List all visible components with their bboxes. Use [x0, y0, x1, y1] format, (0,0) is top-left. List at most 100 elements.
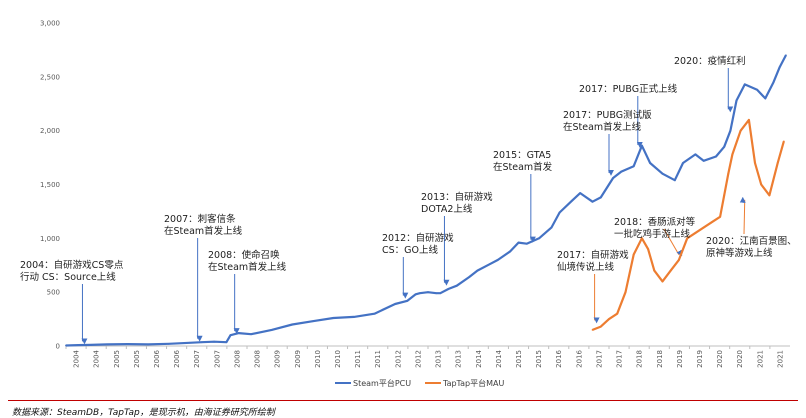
- y-tick-label: 3,000: [40, 20, 60, 28]
- steam-pcu-point: [632, 165, 635, 168]
- taptap-mau-point: [702, 226, 705, 229]
- x-tick-label: 2004: [73, 349, 81, 367]
- annotation-text: 在Steam首发上线: [208, 261, 287, 273]
- steam-pcu-point: [778, 66, 781, 69]
- x-tick-label: 2008: [233, 350, 241, 368]
- steam-pcu-point: [188, 341, 191, 344]
- taptap-mau-point: [599, 325, 602, 328]
- steam-pcu-point: [620, 170, 623, 173]
- steam-pcu-point: [488, 263, 491, 266]
- taptap-mau-point: [686, 237, 689, 240]
- x-tick-label: 2007: [213, 350, 221, 368]
- x-tick-label: 2010: [314, 350, 322, 368]
- y-tick-label: 500: [47, 289, 60, 297]
- steam-pcu-point: [394, 303, 396, 305]
- steam-pcu-point: [332, 317, 335, 319]
- steam-pcu-point: [455, 284, 458, 287]
- x-tick-label: 2019: [696, 350, 704, 368]
- steam-pcu-point: [439, 292, 442, 295]
- annotation-text: 一批吃鸡手游上线: [614, 228, 691, 240]
- steam-pcu-point: [447, 288, 450, 290]
- x-tick-label: 2004: [93, 349, 101, 367]
- annotation-text: 2008：使命召唤: [208, 249, 280, 261]
- taptap-mau-point: [768, 194, 771, 197]
- steam-pcu-point: [225, 341, 228, 344]
- x-tick-label: 2016: [575, 349, 583, 367]
- steam-pcu-point: [743, 83, 746, 86]
- taptap-mau-point: [647, 248, 649, 251]
- steam-pcu-point: [571, 199, 573, 202]
- x-tick-label: 2015: [515, 350, 523, 368]
- annotation-text: 在Steam首发上线: [563, 121, 642, 133]
- steam-pcu-point: [509, 250, 512, 253]
- steam-pcu-point: [558, 211, 561, 214]
- annotation-text: 2004：自研游戏CS零点: [20, 259, 124, 271]
- steam-pcu-point: [406, 299, 409, 302]
- x-tick-label: 2011: [374, 350, 382, 368]
- x-tick-label: 2020: [716, 350, 724, 368]
- x-tick-label: 2012: [414, 350, 422, 368]
- steam-pcu-point: [715, 155, 717, 158]
- annotation-text: 2015：GTA5: [493, 150, 551, 161]
- steam-pcu-point: [237, 332, 240, 334]
- steam-pcu-point: [427, 291, 429, 294]
- x-tick-label: 2007: [193, 350, 201, 368]
- x-tick-label: 2013: [455, 350, 463, 368]
- legend-label: TapTap平台MAU: [442, 378, 504, 388]
- steam-pcu-point: [414, 293, 417, 296]
- legend-label: Steam平台PCU: [353, 378, 411, 388]
- steam-pcu-point: [476, 269, 479, 272]
- steam-pcu-point: [550, 226, 553, 229]
- x-tick-label: 2005: [133, 350, 141, 368]
- steam-pcu-point: [673, 179, 676, 182]
- x-tick-label: 2012: [394, 350, 402, 368]
- series-lines: [65, 54, 787, 347]
- x-tick-label: 2017: [616, 350, 624, 368]
- y-tick-label: 1,000: [40, 235, 60, 243]
- annotation-text: 行动 CS：Source上线: [20, 271, 116, 283]
- steam-pcu-point: [89, 344, 92, 346]
- steam-pcu-point: [756, 88, 758, 91]
- x-tick-label: 2005: [113, 350, 121, 368]
- steam-pcu-point: [641, 144, 643, 147]
- steam-pcu-point: [418, 292, 421, 295]
- x-tick-label: 2015: [535, 350, 543, 368]
- taptap-mau-point: [719, 215, 721, 218]
- taptap-mau-point: [723, 194, 726, 197]
- annotation-text: 在Steam首发: [493, 161, 553, 173]
- annotation-text: DOTA2上线: [421, 203, 473, 215]
- taptap-mau-point: [727, 172, 730, 175]
- x-tick-label: 2021: [776, 350, 784, 368]
- taptap-mau-point: [710, 221, 713, 224]
- steam-pcu-point: [106, 343, 109, 346]
- taptap-mau-point: [641, 237, 643, 240]
- steam-pcu-point: [291, 323, 294, 326]
- steam-pcu-point: [784, 54, 787, 57]
- steam-pcu-point: [723, 145, 726, 148]
- steam-pcu-point: [167, 342, 170, 345]
- steam-pcu-point: [65, 344, 67, 347]
- legend: Steam平台PCU TapTap平台MAU: [335, 378, 504, 388]
- annotation-text: 原神等游戏上线: [706, 247, 773, 259]
- taptap-mau-point: [591, 328, 594, 331]
- x-tick-label: 2013: [435, 350, 443, 368]
- annotation-text: 2017：自研游戏: [557, 249, 629, 261]
- taptap-mau-point: [616, 312, 619, 315]
- y-tick-label: 0: [56, 343, 60, 351]
- steam-pcu-point: [764, 97, 767, 100]
- taptap-mau-point: [661, 280, 664, 283]
- taptap-mau-point: [669, 269, 672, 272]
- steam-pcu-point: [213, 340, 215, 343]
- steam-pcu-point: [435, 292, 438, 295]
- x-tick-label: 2018: [636, 350, 644, 368]
- taptap-mau-point: [678, 258, 680, 261]
- x-tick-label: 2021: [756, 350, 764, 368]
- steam-pcu-point: [694, 153, 697, 156]
- y-tick-label: 1,500: [40, 181, 60, 189]
- steam-pcu-point: [200, 341, 203, 344]
- steam-pcu-point: [649, 162, 652, 164]
- x-tick-label: 2008: [254, 350, 262, 368]
- steam-pcu-point: [468, 276, 471, 278]
- steam-pcu-point: [270, 328, 273, 331]
